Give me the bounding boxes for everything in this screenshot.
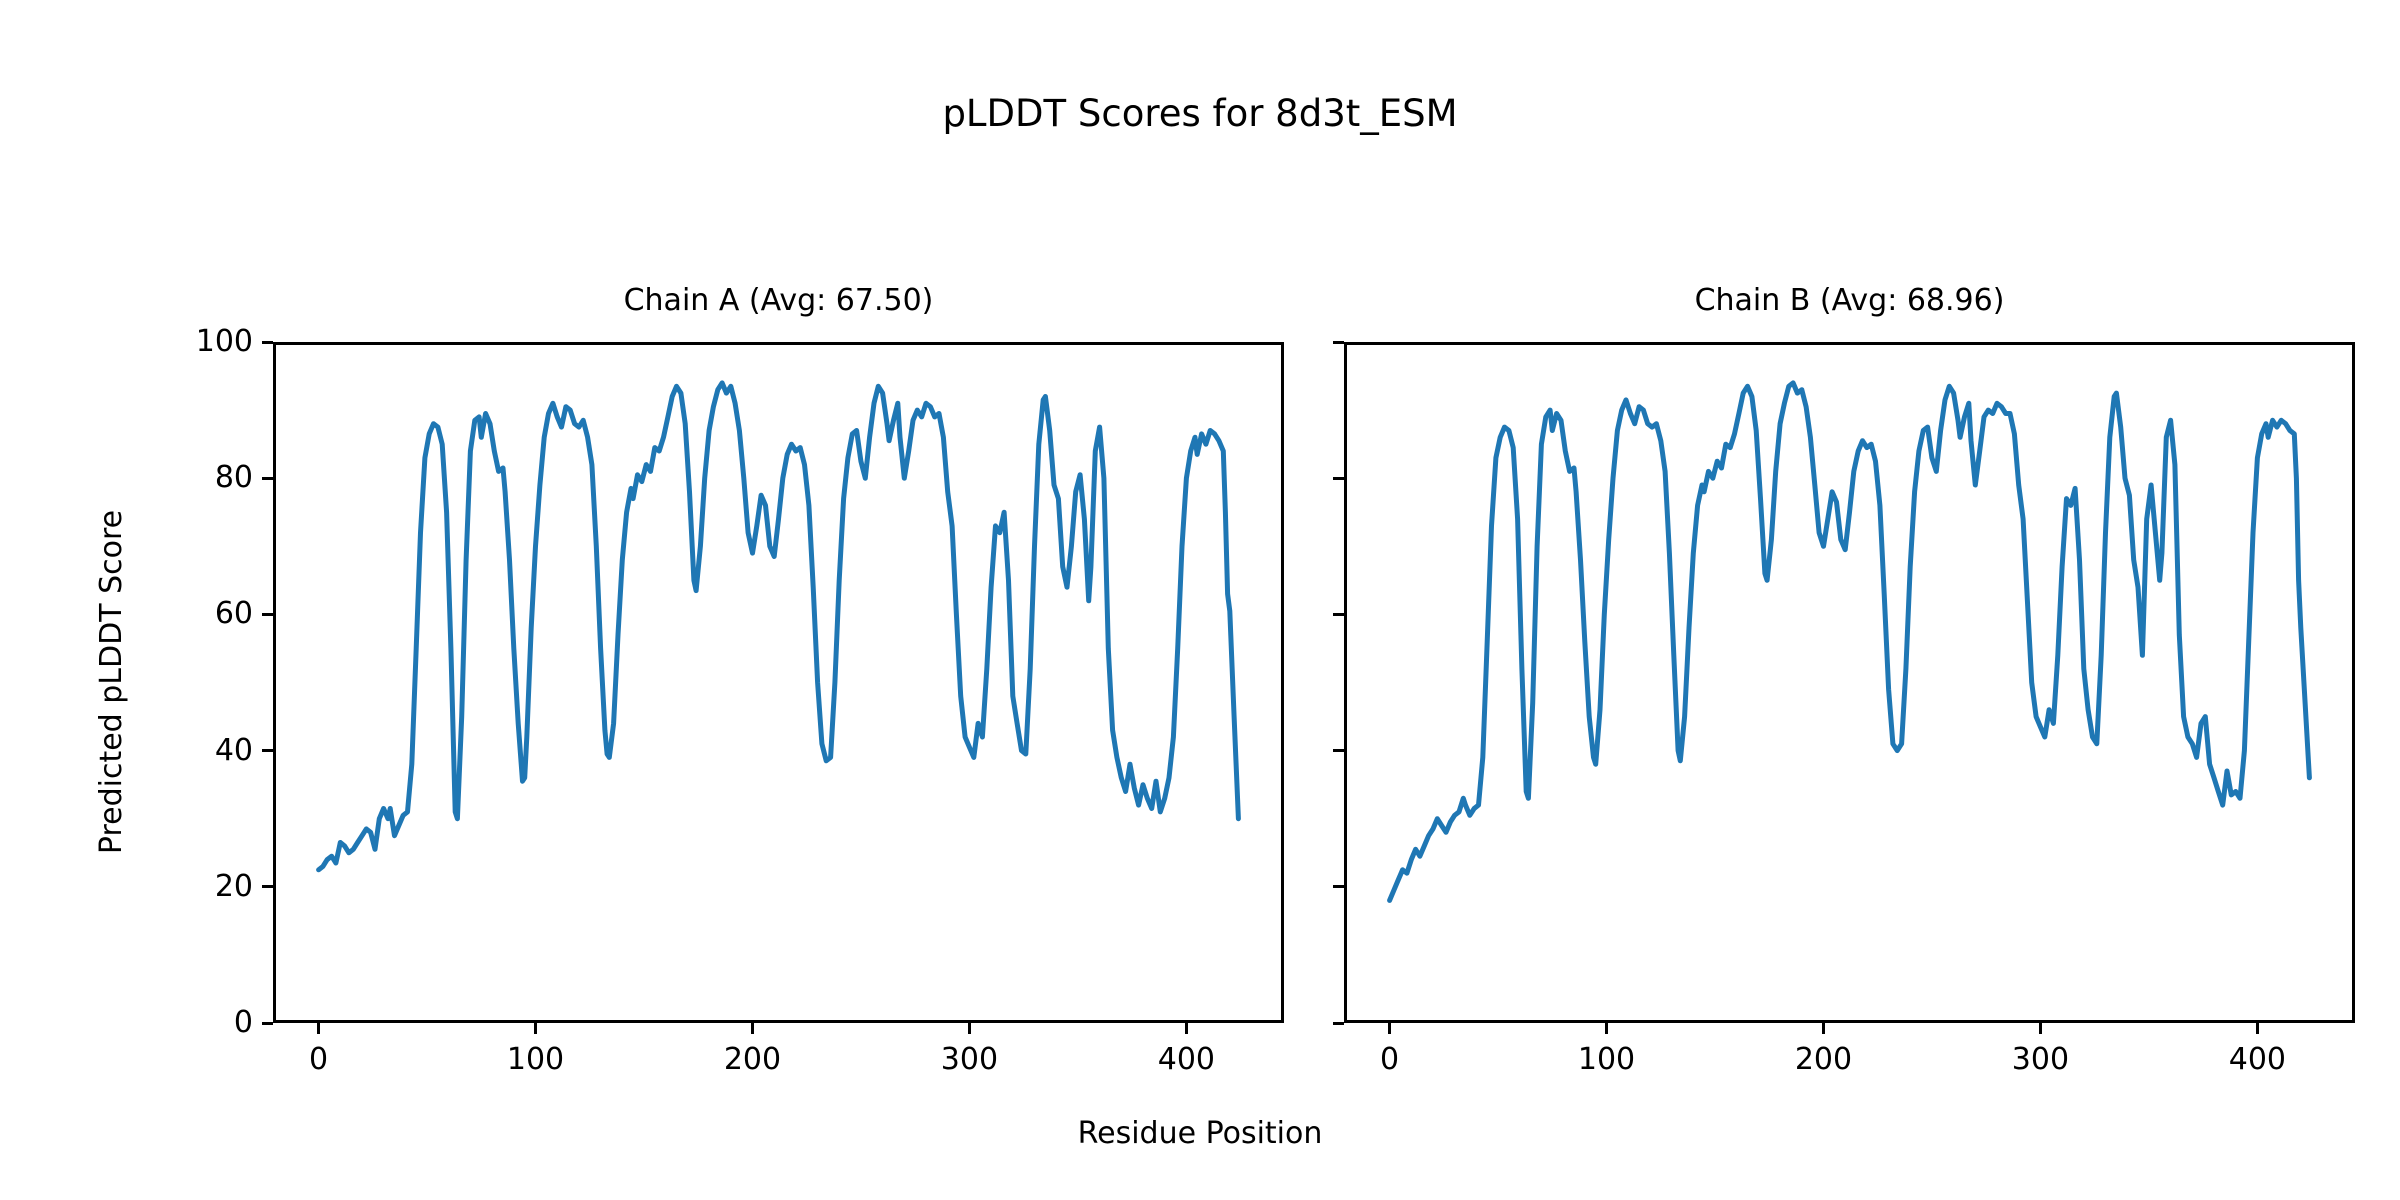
x-tick-mark <box>967 1023 971 1034</box>
x-tick-mark <box>1605 1023 1608 1034</box>
y-tick-mark <box>1333 1021 1344 1025</box>
y-tick-mark <box>262 340 273 344</box>
plddt-line-chain-b-plddt <box>1387 380 2312 903</box>
x-tick-mark <box>2038 1023 2042 1034</box>
x-tick-label: 200 <box>1794 1042 1853 1077</box>
plot-area-chain-a <box>273 342 1284 1023</box>
x-tick-mark <box>1821 1023 1825 1034</box>
x-tick-label: 300 <box>2011 1042 2070 1077</box>
y-tick-mark <box>262 1021 273 1025</box>
y-tick-mark <box>1333 749 1344 753</box>
x-tick-label: 100 <box>506 1042 565 1077</box>
x-tick-mark <box>534 1023 537 1034</box>
x-tick-mark <box>1184 1023 1188 1034</box>
y-tick-label: 60 <box>214 596 253 632</box>
plddt-line-chain-a-plddt <box>316 380 1241 873</box>
y-tick-mark <box>1333 476 1344 480</box>
x-axis-label: Residue Position <box>1077 1116 1323 1151</box>
y-tick-mark <box>1333 340 1344 344</box>
y-tick-mark <box>262 749 273 753</box>
y-tick-mark <box>262 476 273 480</box>
x-tick-label: 300 <box>940 1042 999 1077</box>
y-tick-mark <box>1333 885 1344 889</box>
x-tick-mark <box>317 1023 321 1034</box>
x-tick-mark <box>1388 1023 1392 1034</box>
x-tick-label: 200 <box>723 1042 782 1077</box>
x-tick-mark <box>750 1023 754 1034</box>
y-tick-label: 20 <box>214 868 253 904</box>
y-tick-mark <box>1333 612 1344 616</box>
x-tick-label: 100 <box>1577 1042 1636 1077</box>
x-tick-label: 0 <box>309 1042 329 1077</box>
y-tick-label: 80 <box>214 460 253 496</box>
x-tick-label: 400 <box>1157 1042 1215 1077</box>
y-tick-label: 100 <box>195 324 253 359</box>
y-axis-label: Predicted pLDDT Score <box>94 509 129 855</box>
x-tick-mark <box>2255 1023 2259 1034</box>
x-tick-label: 400 <box>2228 1042 2286 1077</box>
y-tick-mark <box>262 885 273 889</box>
y-tick-label: 40 <box>214 732 253 768</box>
subplot-title-chain-b: Chain B (Avg: 68.96) <box>1694 283 2005 318</box>
subplot-title-chain-a: Chain A (Avg: 67.50) <box>623 283 934 318</box>
x-tick-label: 0 <box>1380 1042 1400 1077</box>
figure-suptitle: pLDDT Scores for 8d3t_ESM <box>942 92 1458 135</box>
y-tick-label: 0 <box>233 1005 253 1040</box>
y-tick-mark <box>262 612 273 616</box>
plot-area-chain-b <box>1344 342 2355 1023</box>
